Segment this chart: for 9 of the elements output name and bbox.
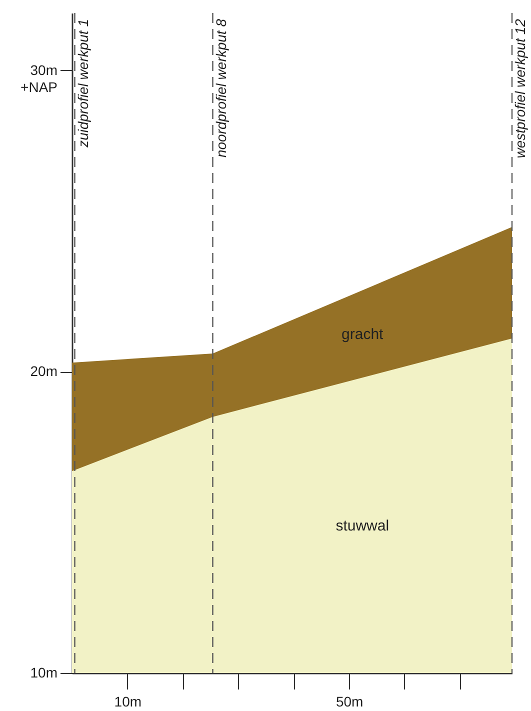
ref-line-label: westprofiel werkput 12 <box>512 18 528 158</box>
series-label: gracht <box>342 326 384 343</box>
series-label: stuwwal <box>336 517 390 534</box>
ref-line-label: noordprofiel werkput 8 <box>212 18 229 158</box>
y-tick-label: 30m +NAP <box>20 62 58 95</box>
y-tick-label: 10m <box>30 664 58 680</box>
y-tick-label: 20m <box>30 363 58 380</box>
x-tick-label: 50m <box>336 694 364 710</box>
ref-line-label: zuidprofiel werkput 1 <box>74 19 91 148</box>
